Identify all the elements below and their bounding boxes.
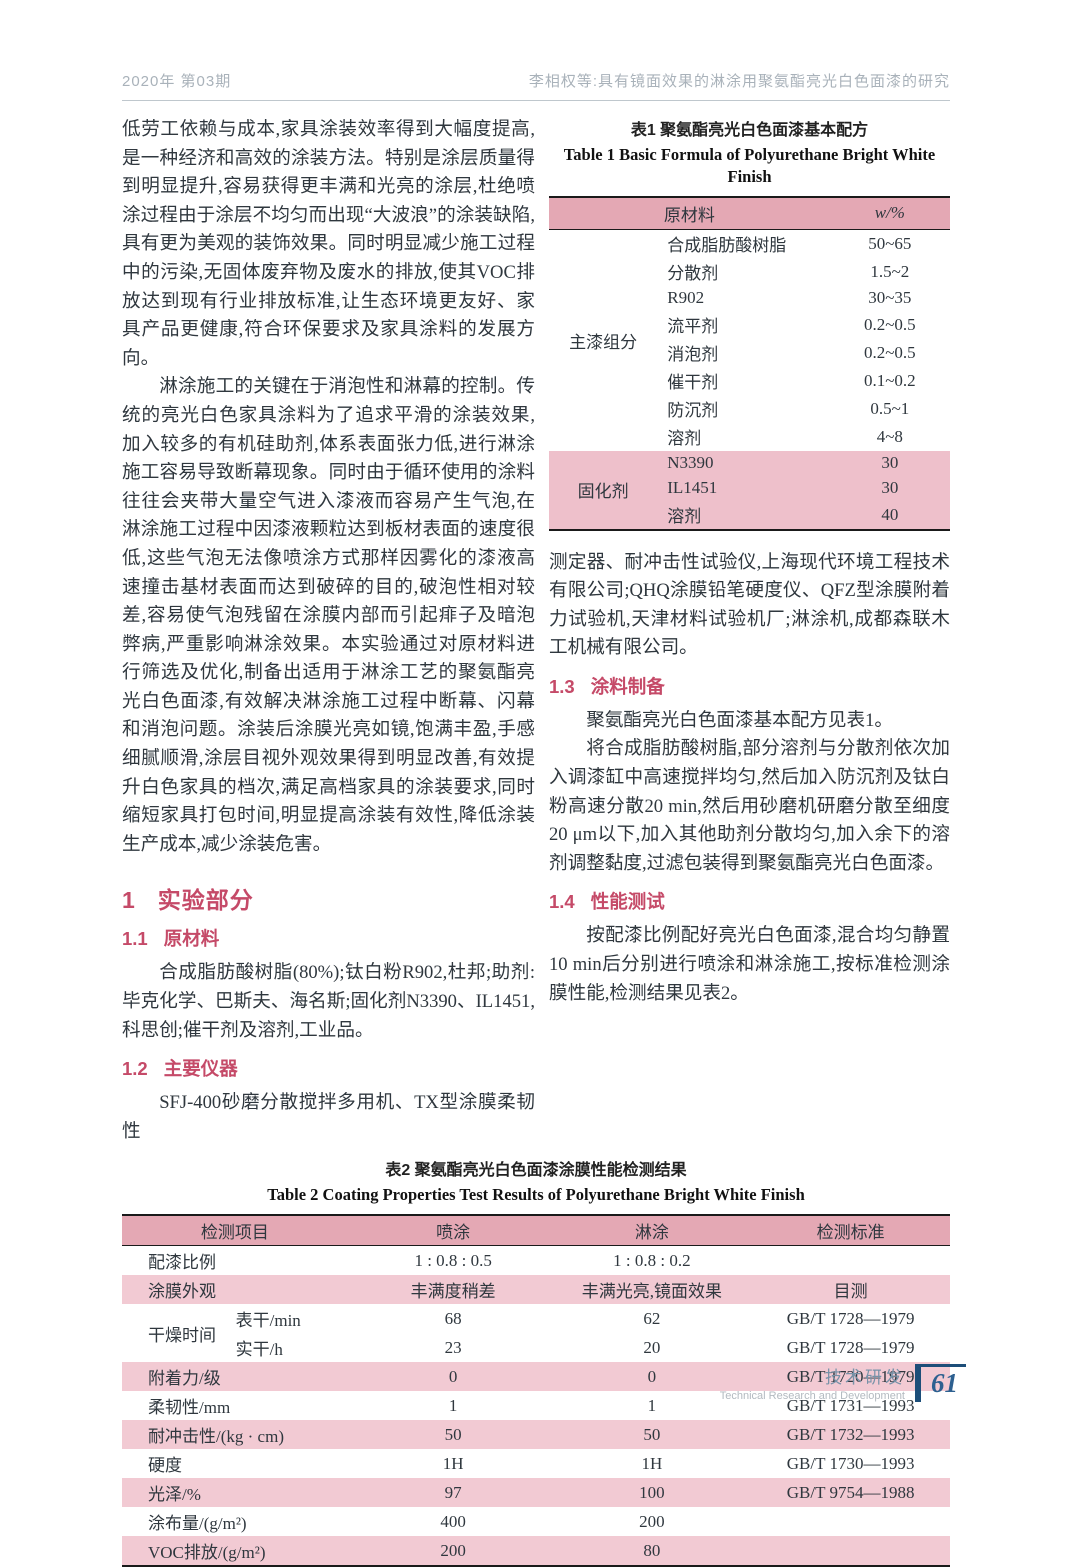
table1-group-main: 主漆组分 — [569, 332, 638, 352]
subsection-heading-1-2: 1.2 主要仪器 — [122, 1058, 238, 1080]
table-row: 光泽/% 97 100 GB/T 9754—1988 — [122, 1478, 950, 1508]
table-row: 分散剂 1.5~2 — [667, 261, 910, 284]
paragraph: 测定器、耐冲击性试验仪,上海现代环境工程技术有限公司;QHQ涂膜铅笔硬度仪、QF… — [549, 551, 950, 659]
table-row: 硬度 1H 1H GB/T 1730—1993 — [148, 1453, 915, 1476]
subsection-heading-1-4: 1.4 性能测试 — [549, 891, 665, 913]
table-row: 固化剂 N3390 30 — [549, 450, 950, 501]
section-heading-1: 1 实验部分 — [122, 881, 535, 915]
paragraph: 聚氨酯亮光白色面漆基本配方见表1。 — [586, 709, 893, 731]
table-row: 催干剂 0.1~0.2 — [667, 370, 916, 393]
table1-caption-zh: 表1 聚氨酯亮光白色面漆基本配方 — [630, 122, 869, 139]
section-title: 实验部分 — [157, 887, 254, 914]
table-row: 附着力/级 0 0 GB/T 1720—1979 — [122, 1362, 950, 1392]
paragraph: 低劳工依赖与成本,家具涂装效率得到大幅度提高,是一种经济和高效的涂装方法。特别是… — [122, 119, 535, 369]
table-row: 溶剂 4~8 — [667, 426, 903, 449]
table2-drytime-label: 干燥时间 — [148, 1325, 216, 1345]
table-row: 干燥时间 表干/min 68 62 GB/T 1728—1979 — [122, 1304, 950, 1345]
table-row: 耐冲击性/(kg · cm) 50 50 GB/T 1732—1993 — [122, 1420, 950, 1450]
paragraph: 淋涂施工的关键在于消泡性和淋幕的控制。传统的亮光白色家具涂料为了追求平滑的涂装效… — [122, 376, 535, 855]
page-number: 61 — [931, 1368, 958, 1398]
table1-header-row: 原材料 w/% — [549, 197, 950, 229]
table-row: 流平剂 0.2~0.5 — [667, 314, 916, 337]
subsection-heading-1-3: 1.3 涂料制备 — [549, 675, 665, 697]
page-footer: 技术研发 Technical Research and Development … — [720, 1363, 966, 1402]
table-row: 涂布量/(g/m²) 400 200 — [148, 1511, 665, 1534]
table1-formula: 原材料 w/% 主漆组分 合成脂肪酸树脂 50~65 分散剂 1.5~2 — [549, 196, 950, 531]
footer-section-labels: 技术研发 Technical Research and Development — [720, 1363, 905, 1402]
table-row: R902 30~35 — [667, 288, 912, 307]
table-row: 柔韧性/mm 1 1 GB/T 1731—1993 — [148, 1395, 915, 1418]
journal-page: 2020年 第03期 李相权等:具有镜面效果的淋涂用聚氨酯亮光白色面漆的研究 低… — [122, 70, 966, 1567]
paragraph: 按配漆比例配好亮光白色面漆,混合均匀静置10 min后分别进行喷涂和淋涂施工,按… — [549, 925, 950, 1004]
paragraph: 将合成脂肪酸树脂,部分溶剂与分散剂依次加入调漆缸中高速搅拌均匀,然后加入防沉剂及… — [549, 738, 950, 874]
table-row: 涂膜外观 丰满度稍差 丰满光亮,镜面效果 目测 — [122, 1275, 950, 1305]
table-row: VOC排放/(g/m²) 200 80 — [122, 1536, 950, 1567]
page-number-box: 61 — [915, 1364, 966, 1402]
footer-section-en: Technical Research and Development — [719, 1390, 905, 1402]
running-title: 李相权等:具有镜面效果的淋涂用聚氨酯亮光白色面漆的研究 — [528, 73, 950, 90]
table-row: 主漆组分 合成脂肪酸树脂 50~65 — [549, 229, 950, 352]
table2-caption-en: Table 2 Coating Properties Test Results … — [267, 1185, 805, 1205]
table1-group-curing: 固化剂 — [577, 482, 629, 501]
left-column: 低劳工依赖与成本,家具涂装效率得到大幅度提高,是一种经济和高效的涂装方法。特别是… — [122, 116, 535, 1146]
paragraph: SFJ-400砂磨分散搅拌多用机、TX型涂膜柔韧性 — [122, 1092, 535, 1142]
section-number: 1 — [122, 887, 136, 914]
table1-col-material: 原材料 — [663, 205, 715, 225]
table-row: 实干/h 23 20 GB/T 1728—1979 — [235, 1337, 915, 1360]
two-column-body: 低劳工依赖与成本,家具涂装效率得到大幅度提高,是一种经济和高效的涂装方法。特别是… — [122, 116, 950, 1146]
subsection-heading-1-1: 1.1 原材料 — [122, 928, 220, 950]
issue-label: 2020年 第03期 — [122, 73, 232, 90]
running-head: 2020年 第03期 李相权等:具有镜面效果的淋涂用聚氨酯亮光白色面漆的研究 — [122, 70, 950, 101]
table2-caption-zh: 表2 聚氨酯亮光白色面漆涂膜性能检测结果 — [385, 1162, 687, 1180]
paragraph: 合成脂肪酸树脂(80%);钛白粉R902,杜邦;助剂:毕克化学、巴斯夫、海名斯;… — [122, 962, 535, 1041]
table2-section: 表2 聚氨酯亮光白色面漆涂膜性能检测结果 Table 2 Coating Pro… — [122, 1156, 950, 1567]
table-row: 消泡剂 0.2~0.5 — [667, 342, 916, 365]
table-row: 防沉剂 0.5~1 — [667, 398, 910, 421]
table1-col-value: w/% — [874, 203, 905, 223]
footer-section-zh: 技术研发 — [825, 1368, 905, 1387]
table2-header-row: 检测项目 喷涂 淋涂 检测标准 — [122, 1215, 950, 1246]
table-row: 配漆比例 1 : 0.8 : 0.5 1 : 0.8 : 0.2 — [148, 1250, 691, 1273]
table1-caption-en: Table 1 Basic Formula of Polyurethane Br… — [563, 145, 936, 186]
right-column: 表1 聚氨酯亮光白色面漆基本配方 Table 1 Basic Formula o… — [549, 116, 950, 1146]
